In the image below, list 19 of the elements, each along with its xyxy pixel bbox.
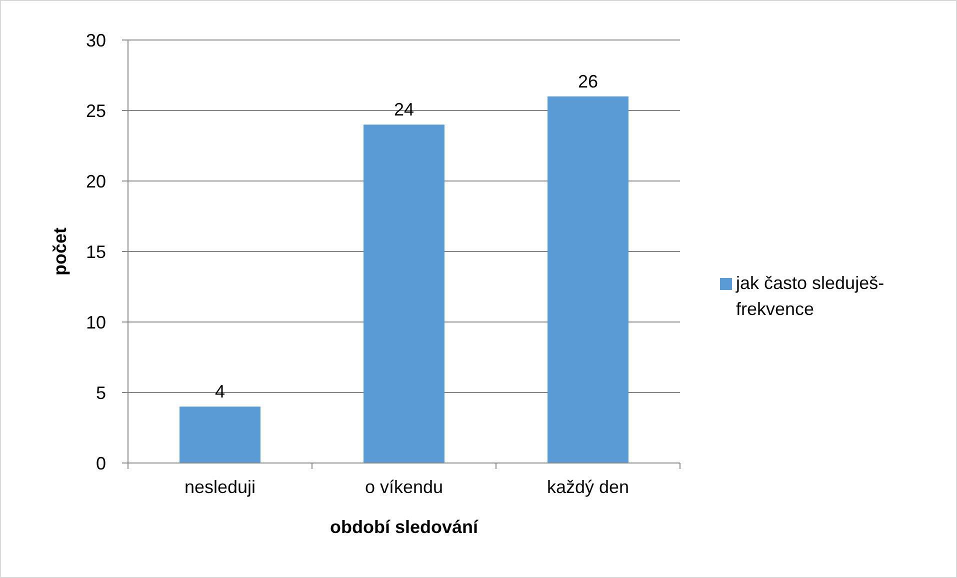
y-tick-label: 20	[86, 171, 106, 192]
y-tick-label: 0	[96, 453, 106, 474]
y-axis-title: počet	[50, 227, 70, 276]
y-tick-label: 25	[86, 100, 106, 121]
y-tick-label: 15	[86, 242, 106, 262]
x-tick-label: nesleduji	[184, 477, 256, 497]
x-tick-label: o víkendu	[364, 477, 444, 497]
x-axis-title: období sledování	[330, 517, 479, 537]
data-label: 4	[214, 382, 226, 402]
y-tick-label: 30	[86, 30, 106, 50]
data-label: 26	[578, 71, 598, 92]
x-tick-label: každý den	[546, 477, 630, 497]
y-tick-label: 5	[96, 382, 106, 403]
bar	[180, 406, 260, 463]
data-label: 24	[394, 100, 414, 120]
bar	[364, 124, 444, 463]
bar	[548, 96, 628, 463]
y-tick-label: 10	[86, 312, 106, 332]
legend-label: jak často sleduješ-frekvence	[735, 273, 884, 319]
